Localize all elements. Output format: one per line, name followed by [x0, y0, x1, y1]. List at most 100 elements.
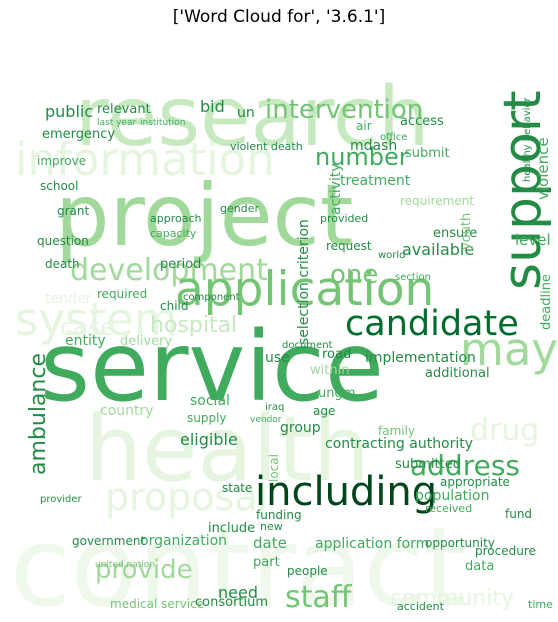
cloud-word: state: [222, 481, 252, 495]
cloud-word: need: [218, 583, 258, 602]
cloud-word: staff: [285, 580, 353, 615]
cloud-word: population: [415, 488, 490, 504]
cloud-word: additional: [425, 366, 490, 381]
cloud-word: one: [330, 260, 378, 290]
cloud-word: question: [37, 234, 89, 248]
cloud-word: air: [356, 119, 372, 133]
cloud-word: information: [15, 133, 275, 186]
cloud-word: relevant: [97, 102, 151, 117]
cloud-word: fund: [505, 507, 532, 521]
cloud-word: new: [260, 520, 283, 533]
cloud-word: gender: [220, 202, 259, 215]
cloud-word: country: [100, 403, 154, 419]
cloud-word: research: [75, 70, 430, 165]
cloud-word: available: [402, 240, 474, 259]
cloud-word: improve: [37, 154, 86, 168]
cloud-word: submitted: [395, 457, 461, 472]
cloud-word: received: [425, 502, 472, 515]
cloud-word: medical service: [110, 597, 204, 611]
cloud-word: united nation: [95, 560, 155, 570]
cloud-word: people: [287, 564, 328, 578]
cloud-word: road: [322, 347, 351, 362]
cloud-word: family: [378, 424, 415, 438]
cloud-word: emergency: [42, 127, 115, 142]
cloud-word: data: [465, 559, 494, 574]
cloud-word: application form: [315, 536, 429, 552]
cloud-word: activity: [328, 163, 344, 215]
cloud-word: healthy behavior: [522, 96, 533, 182]
cloud-word: contract: [10, 503, 467, 622]
cloud-word: death: [45, 257, 80, 271]
cloud-word: candidate: [345, 304, 519, 344]
cloud-word: selection criterion: [296, 219, 312, 345]
cloud-word: office: [380, 132, 407, 143]
cloud-word: un: [237, 105, 255, 121]
cloud-word: number: [315, 143, 409, 171]
cloud-word: funding: [256, 508, 302, 522]
cloud-word: service: [40, 311, 384, 423]
cloud-word: may: [460, 323, 558, 376]
figure-title: ['Word Cloud for', '3.6.1']: [173, 7, 385, 27]
cloud-word: local: [267, 454, 281, 482]
cloud-word: violent death: [230, 140, 303, 153]
cloud-word: application: [175, 262, 434, 317]
cloud-word: capacity: [150, 227, 197, 240]
cloud-word: time: [528, 598, 553, 611]
cloud-word: period: [160, 257, 201, 272]
cloud-word: vendor: [250, 415, 282, 425]
cloud-word: iraq: [265, 402, 284, 413]
cloud-word: ambulance: [26, 353, 51, 475]
cloud-word: ungm: [318, 386, 355, 401]
cloud-word: provider: [40, 494, 83, 505]
cloud-word: case: [60, 313, 115, 341]
cloud-word: proposal: [105, 475, 268, 519]
cloud-word: community: [390, 586, 514, 611]
cloud-word: development: [70, 253, 268, 288]
cloud-word: school: [40, 179, 78, 193]
cloud-word: entity: [65, 333, 106, 349]
cloud-word: approach: [150, 212, 202, 225]
cloud-word: tender: [45, 291, 91, 307]
cloud-word: organization: [140, 533, 227, 549]
cloud-word: violence: [534, 137, 552, 200]
cloud-word: contracting authority: [325, 436, 473, 452]
cloud-word: child: [160, 299, 189, 313]
cloud-word: address: [410, 449, 520, 482]
cloud-word: support: [493, 90, 553, 290]
cloud-word: part: [253, 555, 280, 570]
cloud-word: group: [280, 420, 321, 436]
cloud-word: request: [326, 239, 372, 253]
cloud-word: appropriate: [440, 475, 510, 489]
cloud-word: including: [255, 469, 437, 515]
cloud-word: opportunity: [425, 536, 495, 550]
cloud-word: supply: [187, 411, 227, 425]
cloud-word: treatment: [340, 173, 411, 189]
cloud-word: public: [45, 102, 93, 121]
cloud-word: eligible: [180, 430, 238, 449]
cloud-word: system: [15, 293, 178, 346]
cloud-word: provide: [95, 555, 193, 585]
cloud-word: hospital: [150, 313, 237, 338]
cloud-word: required: [97, 287, 147, 301]
cloud-word: institution: [140, 118, 185, 128]
cloud-word: ensure: [433, 226, 477, 241]
cloud-word: intervention: [265, 95, 423, 125]
cloud-word: procedure: [475, 544, 536, 558]
cloud-word: document: [282, 340, 333, 351]
cloud-word: drug: [470, 413, 539, 448]
cloud-word: mdash: [350, 138, 397, 154]
cloud-word: consortium: [195, 595, 268, 610]
cloud-word: deadline: [539, 274, 554, 330]
cloud-word: age: [313, 404, 335, 418]
cloud-word: accident: [397, 600, 445, 613]
cloud-word: component: [183, 292, 240, 303]
cloud-word: delivery: [120, 334, 173, 349]
cloud-word: world: [378, 250, 406, 261]
cloud-word: government: [72, 534, 145, 548]
cloud-word: requirement: [400, 194, 474, 208]
cloud-word: implementation: [365, 350, 476, 366]
